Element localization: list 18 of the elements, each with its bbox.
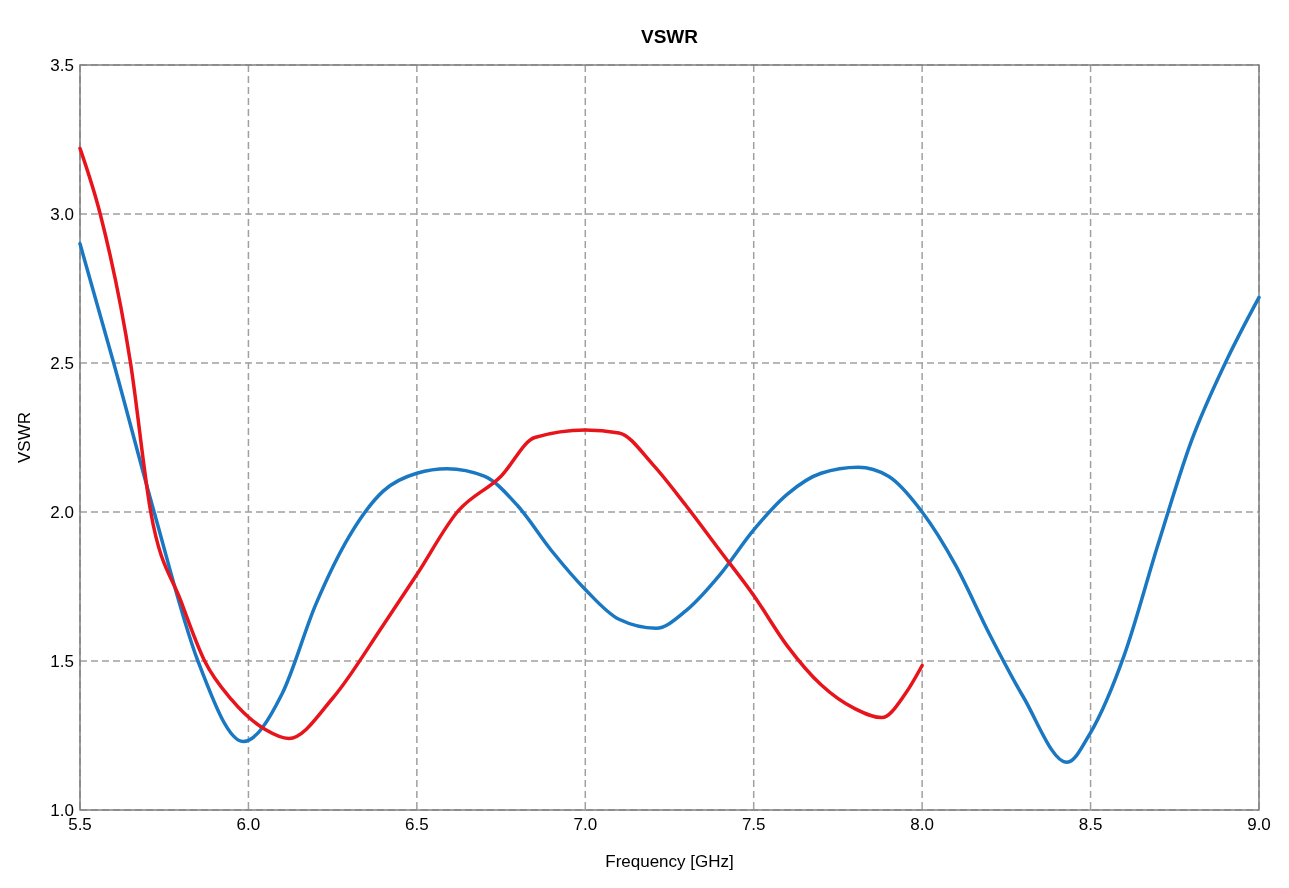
x-tick-label: 6.5 <box>405 815 429 834</box>
x-tick-label: 5.5 <box>68 815 92 834</box>
y-tick-label: 2.0 <box>50 503 74 522</box>
x-tick-label: 6.0 <box>236 815 261 834</box>
y-tick-label: 1.5 <box>50 652 74 671</box>
x-axis-title: Frequency [GHz] <box>605 852 734 871</box>
line-series <box>78 146 924 741</box>
y-tick-label: 2.5 <box>50 354 74 373</box>
x-tick-label: 9.0 <box>1247 815 1271 834</box>
x-tick-label: 8.0 <box>910 815 934 834</box>
line-series <box>78 242 1261 765</box>
x-tick-label: 8.5 <box>1078 815 1103 834</box>
x-tick-label: 7.0 <box>573 815 598 834</box>
chart-title: VSWR <box>641 26 699 47</box>
x-tick-label: 7.5 <box>741 815 766 834</box>
y-axis-title: VSWR <box>15 412 34 463</box>
y-tick-label: 3.0 <box>50 205 74 224</box>
y-tick-label: 3.5 <box>50 56 74 75</box>
